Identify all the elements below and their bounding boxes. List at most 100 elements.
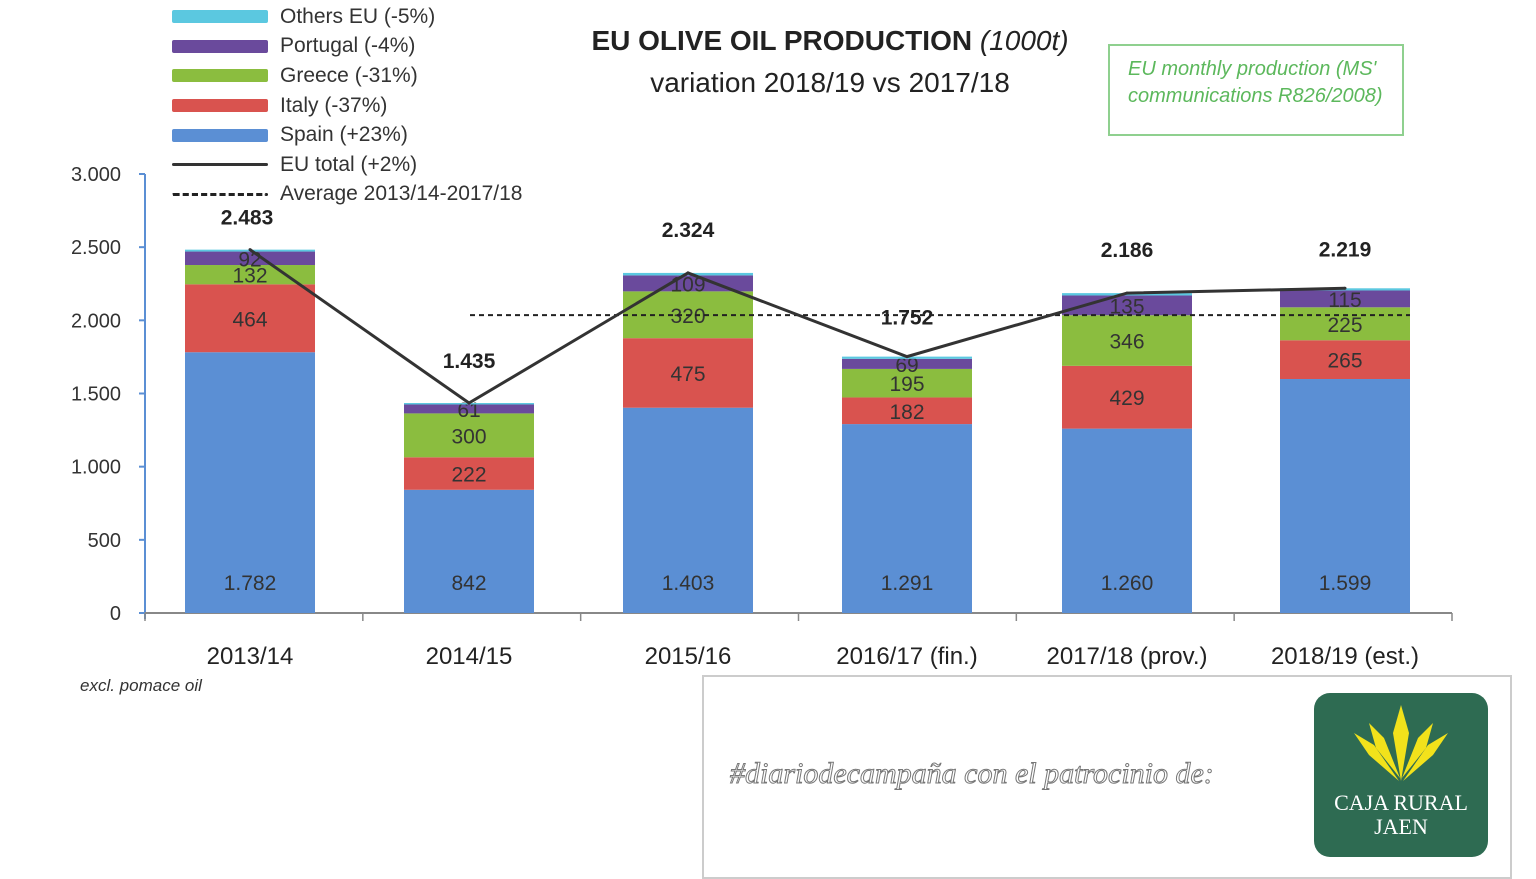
bar-portugal xyxy=(1062,295,1192,316)
data-label: 265 xyxy=(1327,350,1362,373)
bar-spain xyxy=(623,407,753,613)
x-tick-label: 2013/14 xyxy=(207,643,294,670)
bar-italy xyxy=(623,338,753,408)
legend-swatch xyxy=(172,39,268,53)
legend-item: Average 2013/14-2017/18 xyxy=(172,180,522,210)
legend-item: Greece (-31%) xyxy=(172,61,522,91)
data-label: 182 xyxy=(889,401,924,424)
bar-portugal xyxy=(623,275,753,292)
caja-rural-logo: CAJA RURAL JAEN xyxy=(1314,693,1488,857)
eu-total-point xyxy=(248,248,252,252)
data-label: 300 xyxy=(451,425,486,448)
legend: Others EU (-5%) Portugal (-4%) Greece (-31… xyxy=(172,2,522,209)
bar-portugal xyxy=(185,251,315,266)
bar-italy xyxy=(1062,365,1192,429)
legend-item: Others EU (-5%) xyxy=(172,2,522,32)
title-main: EU OLIVE OIL PRODUCTION xyxy=(591,25,973,56)
legend-label: Others EU (-5%) xyxy=(280,4,436,28)
subtitle: variation 2018/19 vs 2017/18 xyxy=(650,67,1010,98)
legend-swatch xyxy=(172,99,268,113)
note-box: EU monthly production (MS' communication… xyxy=(1108,44,1404,136)
x-tick-label: 2014/15 xyxy=(426,643,513,670)
eu-total-point xyxy=(467,401,471,405)
data-label: 225 xyxy=(1327,314,1362,337)
total-label: 2.219 xyxy=(1319,238,1372,261)
data-label: 464 xyxy=(232,308,267,331)
legend-label: Italy (-37%) xyxy=(280,93,388,117)
legend-item: Italy (-37%) xyxy=(172,91,522,121)
data-label: 69 xyxy=(895,354,918,377)
chart-title: EU OLIVE OIL PRODUCTION (1000t) variatio… xyxy=(560,20,1100,104)
eu-total-point xyxy=(1343,286,1347,290)
bar-greece xyxy=(842,368,972,398)
logo-line2: JAEN xyxy=(1374,814,1428,839)
logo-line1: CAJA RURAL xyxy=(1334,790,1468,815)
y-tick-label: 1.000 xyxy=(71,457,121,479)
legend-label: Portugal (-4%) xyxy=(280,34,416,58)
legend-item: EU total (+2%) xyxy=(172,150,522,180)
sponsor-text: #diariodecampaña con el patrocinio de: xyxy=(730,757,1215,791)
x-tick-label: 2018/19 (est.) xyxy=(1271,643,1419,670)
bar-portugal xyxy=(404,404,534,414)
data-label: 346 xyxy=(1109,331,1144,354)
sponsor-banner: #diariodecampaña con el patrocinio de: C… xyxy=(702,675,1512,879)
y-tick-label: 3.000 xyxy=(71,164,121,186)
bar-spain xyxy=(185,352,315,613)
data-label: 61 xyxy=(457,399,480,422)
bar-italy xyxy=(185,284,315,353)
footnote: excl. pomace oil xyxy=(80,676,202,695)
wheat-icon xyxy=(1354,705,1448,781)
eu-total-point xyxy=(905,355,909,359)
y-tick-label: 0 xyxy=(110,603,121,625)
total-label: 2.483 xyxy=(221,207,274,230)
legend-label: Greece (-31%) xyxy=(280,63,418,87)
data-label: 475 xyxy=(670,363,705,386)
total-label: 1.752 xyxy=(881,307,934,330)
bar-greece xyxy=(1062,315,1192,366)
data-label: 1.291 xyxy=(881,572,934,595)
x-tick-label: 2017/18 (prov.) xyxy=(1047,643,1208,670)
eu-total-point xyxy=(1125,291,1129,295)
bar-italy xyxy=(1280,340,1410,380)
legend-item: Spain (+23%) xyxy=(172,120,522,150)
x-tick-label: 2016/17 (fin.) xyxy=(836,643,977,670)
data-label: 842 xyxy=(451,572,486,595)
title-unit: (1000t) xyxy=(979,25,1069,56)
data-label: 1.403 xyxy=(662,572,715,595)
bar-greece xyxy=(404,413,534,458)
eu-total-line xyxy=(249,248,1346,405)
data-label: 222 xyxy=(451,464,486,487)
bar-portugal xyxy=(1280,290,1410,308)
eu-total-point xyxy=(686,271,690,275)
legend-swatch xyxy=(172,163,268,167)
data-label: 135 xyxy=(1109,295,1144,318)
y-tick-label: 500 xyxy=(88,530,121,552)
legend-swatch xyxy=(172,69,268,83)
total-label: 2.324 xyxy=(662,219,715,242)
legend-swatch xyxy=(172,192,268,196)
data-label: 1.260 xyxy=(1101,572,1154,595)
bar-spain xyxy=(842,424,972,613)
data-label: 132 xyxy=(232,265,267,288)
total-label: 1.435 xyxy=(443,350,496,373)
bar-italy xyxy=(404,457,534,490)
bar-italy xyxy=(842,397,972,425)
data-label: 429 xyxy=(1109,387,1144,410)
data-label: 320 xyxy=(670,305,705,328)
legend-label: EU total (+2%) xyxy=(280,152,418,176)
data-label: 92 xyxy=(238,248,261,271)
bar-portugal xyxy=(842,358,972,369)
data-label: 1.599 xyxy=(1319,572,1372,595)
legend-label: Spain (+23%) xyxy=(280,123,408,147)
legend-label: Average 2013/14-2017/18 xyxy=(280,182,523,206)
bar-spain xyxy=(404,489,534,613)
bar-greece xyxy=(1280,307,1410,341)
legend-swatch xyxy=(172,10,268,24)
data-label: 1.782 xyxy=(224,572,277,595)
data-label: 115 xyxy=(1328,289,1361,312)
legend-item: Portugal (-4%) xyxy=(172,32,522,62)
y-tick-label: 1.500 xyxy=(71,384,121,406)
x-tick-label: 2015/16 xyxy=(645,643,732,670)
bar-greece xyxy=(185,265,315,285)
